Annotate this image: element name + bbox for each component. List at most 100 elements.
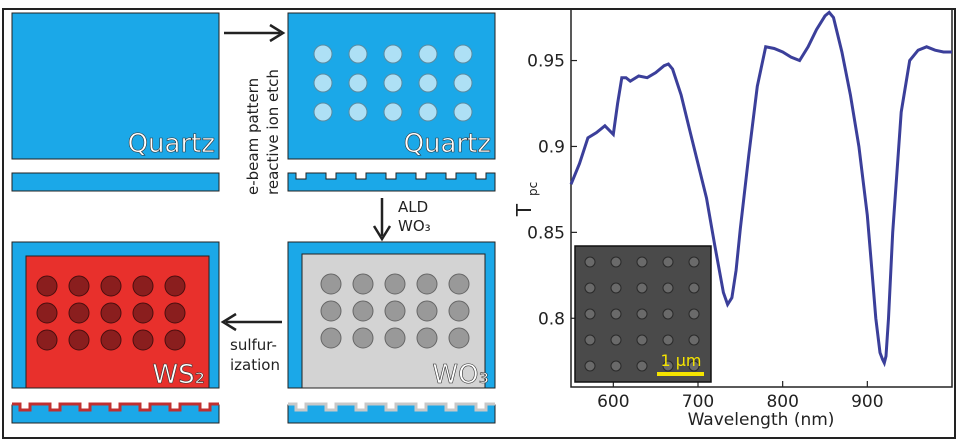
- patterned-cross-section: [287, 172, 496, 192]
- y-tick-label: 0.85: [527, 223, 565, 243]
- ws2-cross-section-substrate: [11, 404, 220, 424]
- hole: [418, 44, 438, 64]
- hole: [418, 102, 438, 122]
- hole: [36, 275, 58, 297]
- svg-text:T: T: [512, 203, 536, 217]
- hole: [384, 300, 406, 322]
- x-tick-label: 600: [597, 392, 629, 412]
- arrow3-line2: ization: [230, 356, 280, 374]
- hole: [36, 329, 58, 351]
- sem-hole: [688, 256, 700, 268]
- x-tick-label: 800: [766, 392, 798, 412]
- hole: [348, 44, 368, 64]
- sem-hole: [688, 334, 700, 346]
- hole: [348, 73, 368, 93]
- hole: [352, 273, 374, 295]
- sem-hole: [584, 308, 596, 320]
- sem-hole: [610, 308, 622, 320]
- sem-hole: [662, 282, 674, 294]
- hole: [448, 273, 470, 295]
- hole: [164, 302, 186, 324]
- sem-hole: [584, 334, 596, 346]
- transmission-curve: [569, 10, 952, 368]
- hole: [320, 327, 342, 349]
- hole: [348, 102, 368, 122]
- sem-hole: [636, 360, 648, 372]
- sem-hole: [610, 360, 622, 372]
- hole: [313, 73, 333, 93]
- sem-hole: [636, 256, 648, 268]
- hole: [320, 273, 342, 295]
- hole: [68, 302, 90, 324]
- sem-hole: [610, 282, 622, 294]
- hole: [453, 44, 473, 64]
- sem-hole: [584, 360, 596, 372]
- hole: [383, 73, 403, 93]
- hole: [313, 44, 333, 64]
- step2-label: Quartz: [404, 129, 491, 159]
- hole-array-ws2: [36, 275, 186, 351]
- hole-array-wo3: [320, 273, 470, 349]
- x-tick-label: 900: [851, 392, 883, 412]
- arrow3-line1: sulfur-: [230, 336, 277, 354]
- wo3-cross-section-coating: [288, 402, 495, 412]
- quartz-cross-section: [11, 172, 220, 192]
- ws2-cross-section-coating: [12, 402, 219, 412]
- hole: [383, 102, 403, 122]
- y-axis-label: T pc: [512, 182, 540, 217]
- arrow2-line2: WO₃: [398, 217, 431, 235]
- arrow2-line1: ALD: [398, 198, 428, 216]
- hole: [36, 302, 58, 324]
- sem-inset: 1 µm: [574, 245, 712, 383]
- hole: [100, 302, 122, 324]
- sem-hole: [662, 256, 674, 268]
- hole: [132, 302, 154, 324]
- y-tick-label: 0.95: [527, 52, 565, 72]
- sem-hole: [662, 334, 674, 346]
- hole: [416, 327, 438, 349]
- hole: [352, 300, 374, 322]
- svg-text:pc: pc: [526, 182, 540, 196]
- sem-hole: [688, 282, 700, 294]
- arrow-down-2: [372, 198, 392, 242]
- sem-hole: [610, 256, 622, 268]
- y-tick-label: 0.8: [538, 309, 565, 329]
- scalebar-label: 1 µm: [660, 351, 701, 370]
- hole: [164, 329, 186, 351]
- sem-hole: [584, 256, 596, 268]
- hole: [164, 275, 186, 297]
- sem-hole: [688, 360, 700, 372]
- arrow1-line2: reactive ion etch: [264, 69, 282, 195]
- hole: [416, 300, 438, 322]
- hole: [352, 327, 374, 349]
- plot-area: [570, 8, 953, 388]
- hole: [453, 102, 473, 122]
- arrow-left-3: [220, 312, 282, 332]
- sem-hole: [636, 334, 648, 346]
- step4-label: WS₂: [152, 360, 205, 390]
- hole: [384, 327, 406, 349]
- hole: [313, 102, 333, 122]
- sem-hole: [662, 308, 674, 320]
- hole: [320, 300, 342, 322]
- hole: [68, 275, 90, 297]
- hole: [416, 273, 438, 295]
- y-tick-label: 0.9: [538, 137, 565, 157]
- x-tick-label: 700: [682, 392, 714, 412]
- sem-hole: [636, 308, 648, 320]
- quartz-substrate-top: [11, 12, 220, 160]
- hole: [132, 275, 154, 297]
- wo3-cross-section-substrate: [287, 404, 496, 424]
- hole: [383, 44, 403, 64]
- hole: [132, 329, 154, 351]
- hole: [453, 73, 473, 93]
- hole: [448, 300, 470, 322]
- hole: [448, 327, 470, 349]
- hole: [100, 329, 122, 351]
- hole: [384, 273, 406, 295]
- sem-hole: [688, 308, 700, 320]
- step3-label: WO₃: [432, 360, 489, 390]
- hole-array-quartz: [313, 44, 473, 122]
- sem-hole: [610, 334, 622, 346]
